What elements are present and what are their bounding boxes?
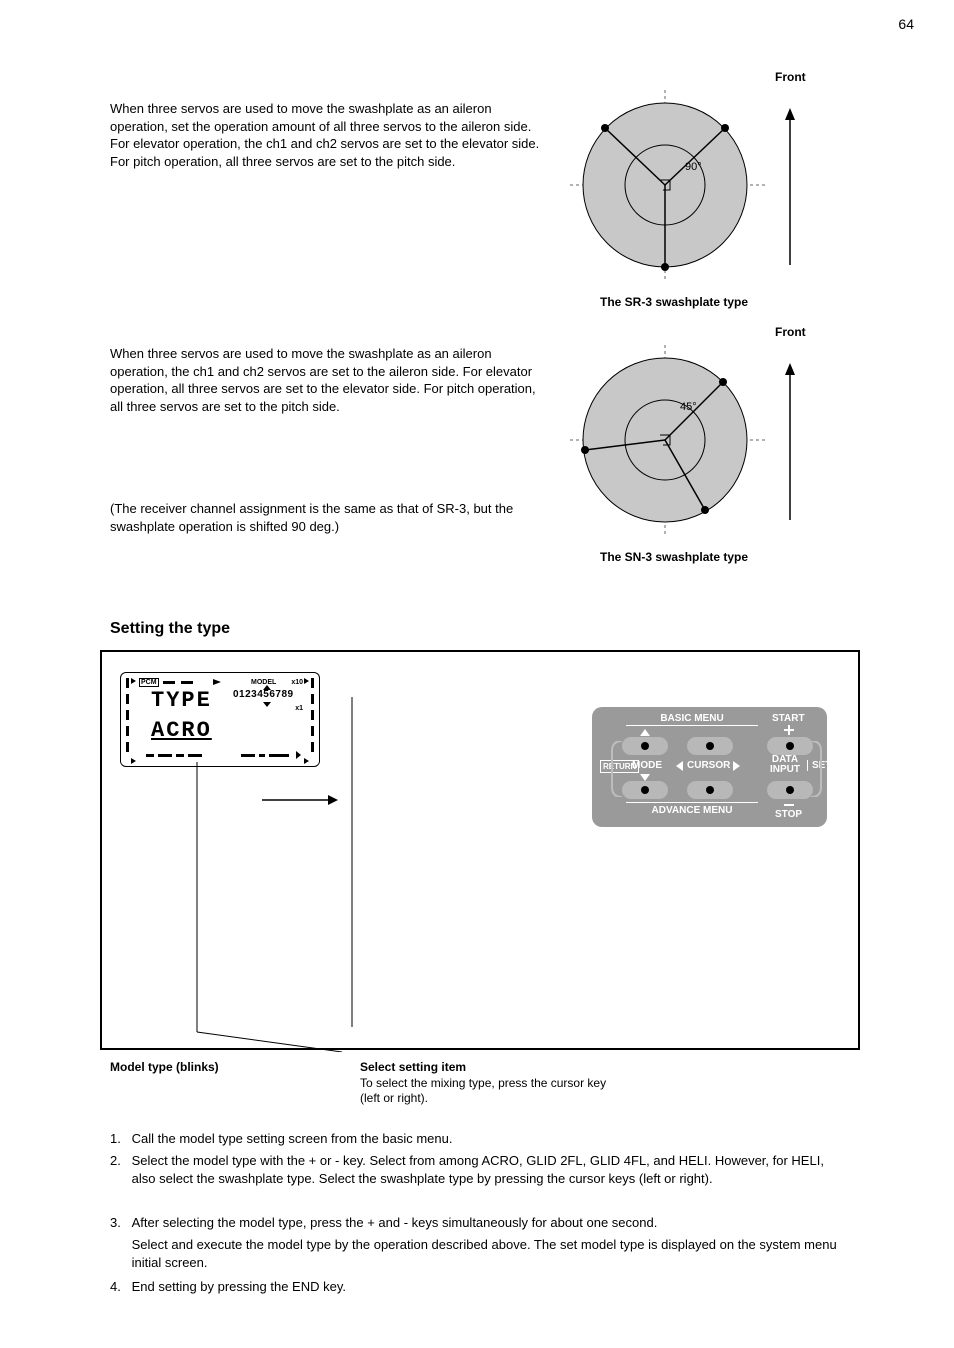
lcd-screen: PCM TYPE ACRO MODEL x10 x1 0123456789 xyxy=(120,672,320,767)
lcd-x10: x10 xyxy=(291,679,303,686)
kp-basic-menu-label: BASIC MENU xyxy=(632,713,752,724)
swash-diagram-sr3: 90° xyxy=(555,80,815,290)
kp-cursor-label: CURSOR xyxy=(687,760,730,771)
select-setting-item-annotation: Select setting item To select the mixing… xyxy=(360,1060,610,1107)
instr-num-4: 4. xyxy=(110,1278,128,1296)
svg-text:90°: 90° xyxy=(685,161,702,173)
swash-caption-sr3: The SR-3 swashplate type xyxy=(600,295,748,309)
lcd-type-text: TYPE xyxy=(151,688,212,713)
instr-text-3: After selecting the model type, press th… xyxy=(132,1214,850,1232)
kp-btn-mode-up[interactable] xyxy=(622,737,668,755)
lcd-acro-text: ACRO xyxy=(151,718,212,743)
swash-caption-sn3: The SN-3 swashplate type xyxy=(600,550,748,564)
instr-num-1: 1. xyxy=(110,1130,128,1148)
paragraph-sr3: When three servos are used to move the s… xyxy=(110,100,540,170)
instr-text-2: Select the model type with the + or - ke… xyxy=(132,1152,850,1187)
instr-num-2: 2. xyxy=(110,1152,128,1170)
instr-num-3: 3. xyxy=(110,1214,128,1232)
kp-input-text: INPUT xyxy=(770,764,800,775)
kp-btn-cursor-right[interactable] xyxy=(687,737,733,755)
svg-text:45°: 45° xyxy=(680,401,697,413)
kp-btn-mode-down[interactable] xyxy=(622,781,668,799)
arrow-right xyxy=(262,792,342,808)
kp-start-label: START xyxy=(772,713,805,724)
kp-btn-data-plus[interactable] xyxy=(767,737,813,755)
setting-type-heading: Setting the type xyxy=(110,620,230,638)
instruction-3: 3. After selecting the model type, press… xyxy=(110,1214,850,1232)
instruction-1: 1. Call the model type setting screen fr… xyxy=(110,1130,850,1148)
front-label-2: Front xyxy=(775,325,806,339)
select-setting-body: To select the mixing type, press the cur… xyxy=(360,1076,610,1107)
instr-text-blank: Select and execute the model type by the… xyxy=(132,1236,850,1271)
model-type-text: Model type (blinks) xyxy=(110,1060,219,1074)
paragraph-sn3: When three servos are used to move the s… xyxy=(110,345,540,415)
instruction-blank: Select and execute the model type by the… xyxy=(110,1236,850,1271)
leader-line-arrow xyxy=(348,697,368,1057)
page-number: 64 xyxy=(898,16,914,32)
select-setting-title: Select setting item xyxy=(360,1060,610,1076)
kp-advance-menu-label: ADVANCE MENU xyxy=(626,805,758,816)
kp-stop-label: STOP xyxy=(775,809,802,820)
instruction-2: 2. Select the model type with the + or -… xyxy=(110,1152,850,1187)
lcd-pcm: PCM xyxy=(139,678,159,687)
model-type-annotation: Model type (blinks) xyxy=(110,1060,250,1076)
paragraph-note: (The receiver channel assignment is the … xyxy=(110,500,540,535)
instr-text-1: Call the model type setting screen from … xyxy=(132,1130,850,1148)
kp-btn-cursor-left[interactable] xyxy=(687,781,733,799)
kp-mode-label: MODE xyxy=(632,760,662,771)
kp-data-label: DATA INPUT xyxy=(770,755,800,775)
lcd-x1: x1 xyxy=(295,705,303,712)
instruction-4: 4. End setting by pressing the END key. xyxy=(110,1278,850,1296)
instr-text-4: End setting by pressing the END key. xyxy=(132,1278,850,1296)
kp-btn-data-minus[interactable] xyxy=(767,781,813,799)
keypad-panel: BASIC MENU START RETURN MODE CURSOR DATA… xyxy=(592,707,827,827)
front-label-1: Front xyxy=(775,70,806,84)
swash-diagram-sn3: 45° xyxy=(555,335,815,545)
setting-frame: PCM TYPE ACRO MODEL x10 x1 0123456789 xyxy=(100,650,860,1050)
